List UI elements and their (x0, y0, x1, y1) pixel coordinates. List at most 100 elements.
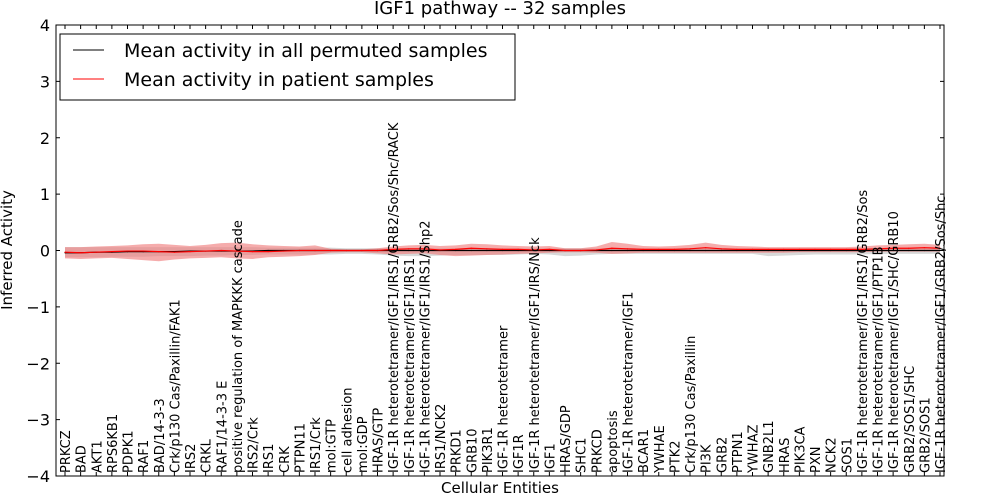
permuted-point (673, 249, 675, 252)
patient-point (220, 249, 222, 252)
x-tick-label: AKT1 (90, 440, 105, 473)
patient-point (236, 250, 238, 252)
patient-point (80, 252, 82, 254)
permuted-point (814, 249, 816, 252)
permuted-point (923, 249, 925, 252)
x-tick-label: IGF-1R heterotetramer/IGF1/IRS1/Shp2 (418, 220, 433, 473)
y-tick-label: 0 (40, 242, 50, 261)
patient-point (330, 249, 332, 252)
x-tick-label: apoptosis (606, 410, 621, 473)
x-tick-label: CRK (278, 446, 293, 473)
permuted-point (720, 249, 722, 252)
y-tick-label: 3 (40, 72, 50, 91)
patient-point (298, 249, 300, 252)
x-tick-label: PRKCZ (59, 430, 74, 473)
permuted-point (876, 249, 879, 252)
patient-point (658, 248, 660, 250)
patient-point (861, 248, 863, 250)
patient-point (595, 249, 597, 251)
y-tick-label: −3 (26, 411, 50, 430)
x-tick-label: RAF1/14-3-3 E (215, 381, 230, 473)
x-tick-label: HRAS/GTP (372, 408, 387, 473)
x-tick-label: HRAS/GDP (559, 405, 574, 473)
patient-point (423, 248, 425, 250)
x-tick-label: IGF1R (512, 434, 527, 473)
patient-point (580, 249, 582, 252)
patient-point (798, 248, 800, 250)
patient-point (392, 248, 394, 250)
patient-point (892, 247, 894, 249)
permuted-point (783, 249, 785, 252)
permuted-point (408, 249, 410, 252)
x-tick-label: NCK2 (825, 437, 840, 473)
patient-point (205, 250, 207, 252)
x-tick-label: CRKL (200, 438, 215, 473)
patient-point (376, 249, 379, 252)
patient-point (533, 249, 535, 251)
x-tick-label: RPS6KB1 (106, 414, 121, 473)
patient-point (626, 248, 629, 250)
patient-point (361, 249, 363, 252)
x-tick-label: HRAS (778, 438, 793, 473)
y-axis: 4 3 2 1 0 −1 −2 −3 −4 (26, 16, 944, 486)
y-tick-label: 1 (40, 185, 50, 204)
x-tick-label: IGF-1R heterotetramer/IGF1/IRS1/GRB2/Sos… (387, 122, 402, 473)
permuted-point (267, 249, 269, 252)
y-tick-label: −1 (26, 298, 50, 317)
x-tick-label: BAD (75, 445, 90, 473)
permuted-point (501, 249, 504, 252)
x-tick-label: Crk/p130 Cas/Paxillin (684, 336, 699, 473)
y-tick-label: −2 (26, 354, 50, 373)
x-tick-label: PI3K (700, 444, 715, 473)
permuted-point (392, 249, 394, 252)
x-tick-label: IGF-1R heterotetramer/IGF1/GRB2/Sos/Shc (934, 196, 949, 473)
permuted-point (845, 249, 847, 252)
x-tick-label: IGF-1R heterotetramer/IGF1/IRS/Nck (528, 237, 543, 473)
patient-point (455, 248, 457, 250)
bands-layer (65, 242, 940, 262)
x-tick-label: GRB2/SOS1 (918, 397, 933, 473)
x-tick-label: IGF-1R heterotetramer/IGF1/PTP1B (872, 246, 887, 473)
legend-label-permuted: Mean activity in all permuted samples (124, 40, 487, 62)
patient-point (173, 251, 175, 253)
permuted-point (642, 249, 644, 252)
patient-point (142, 250, 144, 252)
patient-point (486, 248, 488, 250)
patient-point (501, 248, 504, 250)
x-tick-label: IRS1 (262, 444, 277, 473)
patient-point (439, 249, 441, 251)
y-tick-label: 4 (40, 16, 50, 35)
permuted-point (736, 249, 738, 252)
permuted-point (455, 249, 457, 252)
patient-band (65, 242, 940, 262)
patient-point (845, 248, 847, 250)
x-tick-label: IRS1/NCK2 (434, 404, 449, 473)
permuted-point (611, 249, 613, 252)
y-tick-label: −4 (26, 467, 50, 486)
lines-layer (64, 247, 941, 254)
x-tick-label: mol:GDP (356, 416, 371, 473)
patient-point (158, 251, 160, 253)
patient-point (736, 248, 738, 250)
legend-label-patient: Mean activity in patient samples (124, 69, 434, 91)
x-tick-label: PIK3R1 (481, 427, 496, 473)
patient-point (64, 251, 66, 253)
x-tick-label: IGF-1R heterotetramer/IGF1/SHC/GRB10 (887, 211, 902, 473)
x-tick-label: IGF-1R heterotetramer/IGF1/IRS1 (403, 258, 418, 473)
patient-point (470, 247, 472, 249)
legend: Mean activity in all permuted samples Me… (59, 33, 516, 101)
x-tick-label: IRS2/Crk (247, 417, 262, 473)
permuted-point (751, 249, 754, 252)
patient-point (673, 248, 675, 250)
permuted-point (470, 249, 472, 252)
patient-point (548, 248, 550, 250)
patient-point (751, 248, 754, 250)
x-tick-label: PDPK1 (122, 431, 137, 474)
patient-point (111, 251, 113, 253)
permuted-point (705, 249, 707, 252)
x-tick-label: IRS1/Crk (309, 417, 324, 473)
patient-point (720, 248, 722, 250)
x-tick-label: PTPN1 (731, 431, 746, 473)
x-tick-label: GRB2/SOS1/SHC (903, 366, 918, 473)
